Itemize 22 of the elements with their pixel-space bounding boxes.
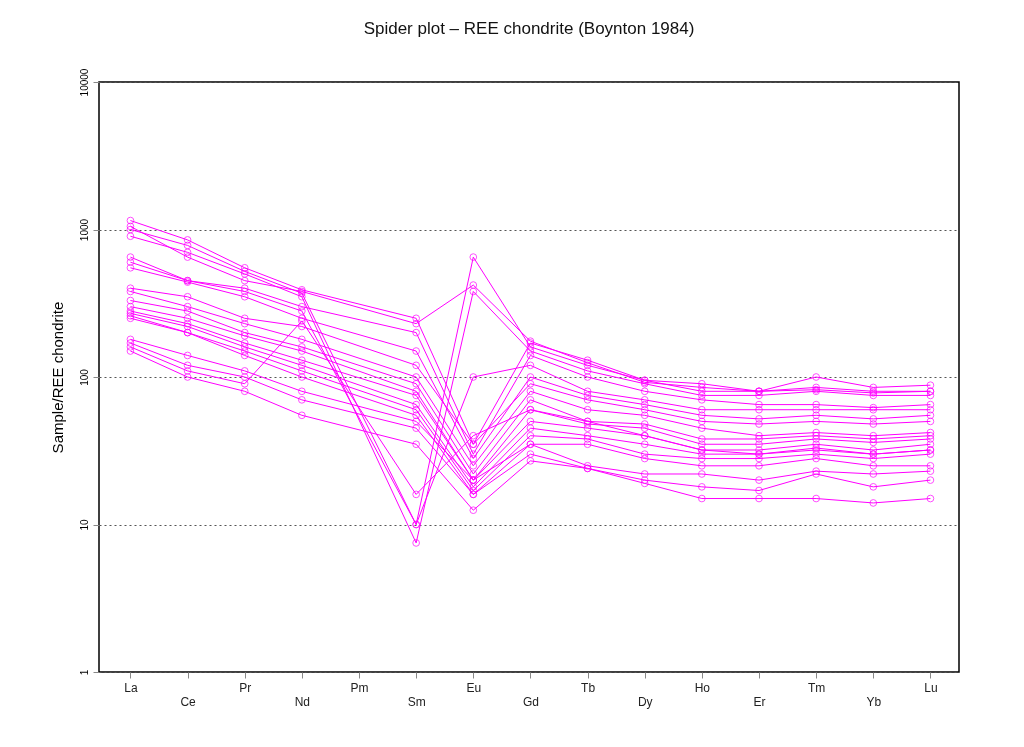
x-tick-label: Yb xyxy=(866,694,882,709)
x-tick-label: Er xyxy=(753,694,766,709)
y-tick-label: 10000 xyxy=(78,68,90,97)
x-tick-label: Eu xyxy=(466,680,482,695)
x-tick-label: Nd xyxy=(294,694,311,709)
chart-title: Spider plot – REE chondrite (Boynton 1984) xyxy=(363,19,695,39)
x-tick-label: Dy xyxy=(637,694,653,709)
x-tick-label: Tb xyxy=(581,680,596,695)
y-axis-title: Sample/REE chondrite xyxy=(48,301,66,454)
x-tick-label: Pm xyxy=(350,680,369,695)
x-tick-label: Ho xyxy=(694,680,711,695)
y-tick-label: 1000 xyxy=(78,218,90,242)
x-tick-label: Ce xyxy=(180,694,197,709)
x-tick-label: Sm xyxy=(407,694,426,709)
y-tick-label: 1 xyxy=(78,669,90,676)
x-tick-label: Lu xyxy=(924,680,938,695)
y-tick-label: 100 xyxy=(78,368,90,386)
y-tick-label: 10 xyxy=(78,519,90,531)
x-tick-label: La xyxy=(124,680,138,695)
x-tick-label: Pr xyxy=(239,680,252,695)
x-tick-label: Gd xyxy=(522,694,539,709)
x-tick-label: Tm xyxy=(807,680,826,695)
